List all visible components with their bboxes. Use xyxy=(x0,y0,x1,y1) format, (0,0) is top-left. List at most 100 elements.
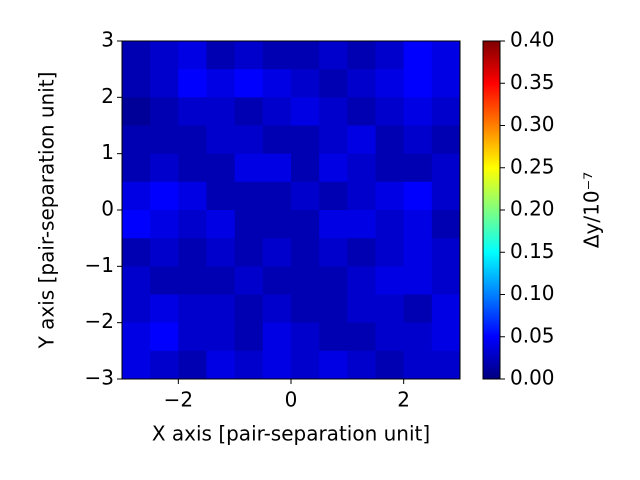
heatmap-cell xyxy=(122,181,151,211)
heatmap-cell xyxy=(319,41,348,70)
heatmap-cell xyxy=(347,97,376,126)
x-axis-label: X axis [pair-separation unit] xyxy=(152,422,430,446)
heatmap-cell xyxy=(150,294,179,324)
heatmap-cell xyxy=(178,322,207,352)
heatmap-cell xyxy=(347,350,376,380)
heatmap-cell xyxy=(319,97,348,126)
heatmap-cell xyxy=(347,69,376,98)
heatmap-cell xyxy=(291,210,320,239)
heatmap-cell xyxy=(431,41,461,70)
heatmap-cell xyxy=(150,41,179,70)
heatmap-cell xyxy=(319,69,348,98)
heatmap-cell xyxy=(431,350,461,380)
y-tick-label: −2 xyxy=(85,309,114,333)
heatmap-cell xyxy=(375,41,405,70)
heatmap-cell xyxy=(291,153,320,183)
heatmap-cell xyxy=(122,125,151,155)
heatmap-cell xyxy=(291,69,320,98)
heatmap-cell xyxy=(403,322,433,352)
heatmap-cell xyxy=(262,350,292,380)
heatmap-cell xyxy=(262,294,292,324)
heatmap-cell xyxy=(403,210,433,239)
heatmap-cell xyxy=(319,294,348,324)
heatmap-cell xyxy=(178,153,207,183)
heatmap-cell xyxy=(234,294,264,324)
heatmap-cell xyxy=(150,238,179,267)
heatmap-cell xyxy=(206,41,236,70)
heatmap-cell xyxy=(206,69,236,98)
heatmap-cell xyxy=(122,41,151,70)
colorbar-tick-label: 0.05 xyxy=(510,323,555,347)
heatmap-cell xyxy=(347,210,376,239)
heatmap-cell xyxy=(403,97,433,126)
heatmap-cell xyxy=(347,266,376,295)
heatmap-cell xyxy=(206,238,236,267)
heatmap-cell xyxy=(375,210,405,239)
heatmap-cell xyxy=(234,266,264,295)
y-tick-label: 3 xyxy=(101,28,114,52)
heatmap-cell xyxy=(375,69,405,98)
heatmap-cell xyxy=(178,238,207,267)
heatmap-cell xyxy=(347,238,376,267)
heatmap xyxy=(122,41,461,380)
heatmap-cell xyxy=(150,153,179,183)
heatmap-cell xyxy=(178,181,207,211)
heatmap-cell xyxy=(122,69,151,98)
y-tick-label: 1 xyxy=(101,140,114,164)
colorbar-label: Δy/10⁻⁷ xyxy=(580,172,604,248)
heatmap-cell xyxy=(262,153,292,183)
heatmap-cell xyxy=(150,125,179,155)
heatmap-cell xyxy=(206,153,236,183)
heatmap-cell xyxy=(234,322,264,352)
heatmap-cell xyxy=(431,69,461,98)
heatmap-cell xyxy=(178,69,207,98)
heatmap-cell xyxy=(431,266,461,295)
colorbar-tick-label: 0.00 xyxy=(510,366,555,390)
heatmap-cell xyxy=(431,181,461,211)
heatmap-cell xyxy=(291,322,320,352)
heatmap-cell xyxy=(319,181,348,211)
colorbar xyxy=(482,40,501,380)
heatmap-cell xyxy=(375,153,405,183)
heatmap-cell xyxy=(319,266,348,295)
heatmap-cell xyxy=(291,266,320,295)
heatmap-cell xyxy=(206,210,236,239)
heatmap-cell xyxy=(291,125,320,155)
heatmap-cell xyxy=(403,266,433,295)
heatmap-cell xyxy=(403,238,433,267)
y-tick-label: −3 xyxy=(85,366,114,390)
heatmap-cell xyxy=(206,322,236,352)
heatmap-cell xyxy=(178,294,207,324)
heatmap-cell xyxy=(431,153,461,183)
heatmap-cell xyxy=(347,153,376,183)
heatmap-cell xyxy=(347,181,376,211)
heatmap-cell xyxy=(291,238,320,267)
heatmap-cell xyxy=(178,266,207,295)
heatmap-cell xyxy=(178,41,207,70)
heatmap-cell xyxy=(291,350,320,380)
heatmap-cell xyxy=(375,322,405,352)
heatmap-cell xyxy=(319,210,348,239)
heatmap-cell xyxy=(122,266,151,295)
heatmap-cell xyxy=(291,97,320,126)
heatmap-cell xyxy=(206,97,236,126)
heatmap-cell xyxy=(178,210,207,239)
heatmap-cell xyxy=(403,181,433,211)
heatmap-cell xyxy=(431,125,461,155)
heatmap-cell xyxy=(122,238,151,267)
heatmap-cell xyxy=(403,294,433,324)
colorbar-tick-label: 0.10 xyxy=(510,281,555,305)
heatmap-cell xyxy=(122,153,151,183)
heatmap-cell xyxy=(262,41,292,70)
heatmap-cell xyxy=(262,322,292,352)
heatmap-cell xyxy=(347,125,376,155)
heatmap-cell xyxy=(206,125,236,155)
heatmap-cell xyxy=(319,322,348,352)
heatmap-cell xyxy=(319,153,348,183)
heatmap-cell xyxy=(291,41,320,70)
heatmap-cell xyxy=(431,238,461,267)
heatmap-cell xyxy=(291,181,320,211)
heatmap-cell xyxy=(403,350,433,380)
heatmap-cell xyxy=(375,266,405,295)
